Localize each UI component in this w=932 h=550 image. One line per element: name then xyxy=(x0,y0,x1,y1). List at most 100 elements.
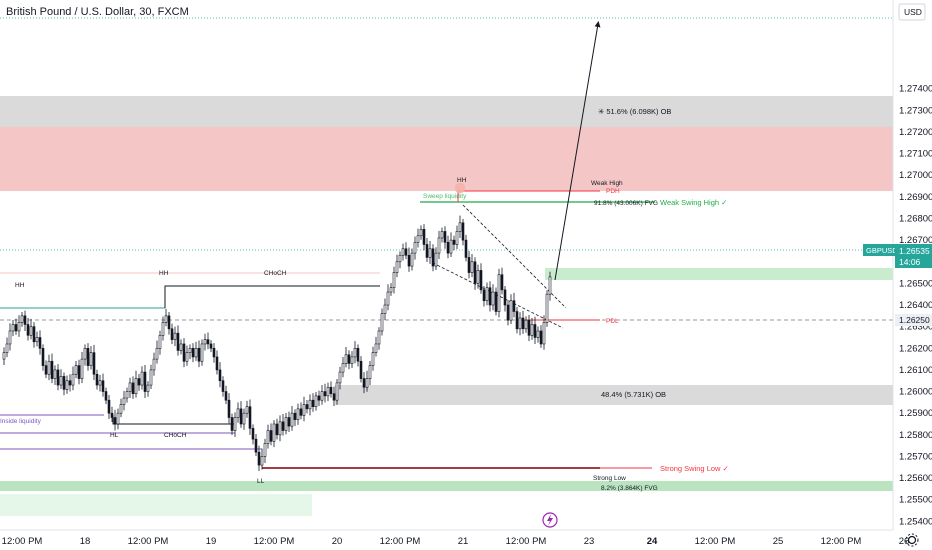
y-tick-label: 1.27400 xyxy=(899,84,932,95)
candle-body xyxy=(299,408,303,416)
candle-body xyxy=(8,330,12,345)
candle-body xyxy=(146,384,150,392)
candle-body xyxy=(86,347,90,366)
candle-body xyxy=(392,272,396,289)
y-tick-label: 1.26200 xyxy=(899,343,932,354)
candle-body xyxy=(341,363,345,373)
candle-body xyxy=(296,408,300,420)
candle-body xyxy=(44,365,48,375)
currency-button[interactable]: USD xyxy=(898,3,926,21)
x-tick-label: 12:00 PM xyxy=(506,536,547,547)
x-tick-label: 25 xyxy=(773,536,784,547)
candle-body xyxy=(491,291,495,306)
candle-body xyxy=(185,352,189,362)
candle-body xyxy=(482,289,486,301)
candle-body xyxy=(428,248,432,258)
currency-label: USD xyxy=(904,7,922,17)
candle-body xyxy=(254,438,258,453)
candle-body xyxy=(533,324,537,338)
ob-top-star-icon: ✳ xyxy=(598,107,606,116)
candle-body xyxy=(176,332,180,351)
candle-body xyxy=(527,319,531,336)
y-tick-label: 1.27100 xyxy=(899,149,932,160)
candle-body xyxy=(131,382,135,395)
candle-body xyxy=(488,287,492,306)
hh-label-3: HH xyxy=(457,177,467,184)
candle-body xyxy=(530,324,534,336)
candle-body xyxy=(401,248,405,256)
candle-body xyxy=(290,412,294,427)
sweep-marker xyxy=(455,183,465,193)
candle-body xyxy=(74,365,78,375)
weak-swing-high-label: Weak Swing High ✓ xyxy=(660,198,727,207)
candle-body xyxy=(215,356,219,371)
candle-body xyxy=(410,252,414,267)
candle-body xyxy=(47,360,51,375)
candle-body xyxy=(350,356,354,364)
candle-body xyxy=(179,343,183,351)
x-tick-label: 12:00 PM xyxy=(128,536,169,547)
lightning-icon[interactable] xyxy=(542,512,558,528)
candle-body xyxy=(77,365,81,379)
candle-body xyxy=(89,352,93,366)
ob-top-label: ✳ 51.6% (6.098K) OB xyxy=(598,107,671,116)
price-tag-2: 1.26250 xyxy=(895,314,932,326)
candle-body xyxy=(23,315,27,325)
candle-body xyxy=(356,347,360,362)
candle-body xyxy=(377,330,381,345)
x-tick-label: 19 xyxy=(206,536,217,547)
y-tick-label: 1.25900 xyxy=(899,408,932,419)
candle-body xyxy=(326,386,330,397)
candle-body xyxy=(371,352,375,366)
candle-body xyxy=(455,231,459,245)
candle-body xyxy=(461,222,465,241)
candle-body xyxy=(188,347,192,353)
y-tick-label: 1.25700 xyxy=(899,451,932,462)
candle-body xyxy=(329,386,333,395)
candle-body xyxy=(125,391,129,399)
candle-body xyxy=(137,378,141,386)
y-tick-label: 1.25500 xyxy=(899,495,932,506)
candle-body xyxy=(317,395,321,401)
candle-body xyxy=(494,291,498,312)
x-tick-label: 12:00 PM xyxy=(695,536,736,547)
candle-body xyxy=(470,261,474,273)
candle-body xyxy=(233,417,237,431)
x-tick-label: 23 xyxy=(584,536,595,547)
choch-bottom-label: CHoCH xyxy=(164,432,187,439)
y-tick-label: 1.26900 xyxy=(899,192,932,203)
candle-body xyxy=(344,354,348,364)
candle-body xyxy=(257,451,261,466)
x-tick-label: 26 xyxy=(899,536,910,547)
candle-body xyxy=(2,352,6,360)
candle-body xyxy=(17,322,21,332)
strong-swing-low-label: Strong Swing Low ✓ xyxy=(660,464,729,473)
candle-body xyxy=(281,421,285,431)
candle-body xyxy=(284,417,288,431)
candle-body xyxy=(149,369,153,386)
candles-group xyxy=(2,215,552,471)
candle-body xyxy=(305,404,309,410)
pdh-label: PDH xyxy=(606,188,620,195)
gear-icon[interactable] xyxy=(905,533,919,547)
candle-body xyxy=(203,339,207,345)
candle-body xyxy=(182,343,186,362)
sweep-liquidity-label: Sweep liquidity xyxy=(423,193,467,200)
candle-body xyxy=(485,287,489,301)
candle-body xyxy=(194,347,198,358)
y-tick-label: 1.26500 xyxy=(899,278,932,289)
candle-body xyxy=(26,324,30,336)
candle-body xyxy=(464,239,468,258)
candle-body xyxy=(425,244,429,258)
candle-body xyxy=(101,380,105,392)
candle-body xyxy=(278,421,282,436)
candle-body xyxy=(347,354,351,364)
candle-body xyxy=(38,337,42,349)
candle-body xyxy=(119,404,123,414)
inside-liquidity-label: Inside liquidity xyxy=(0,418,42,425)
candle-body xyxy=(314,395,318,407)
candle-body xyxy=(311,399,315,407)
strong-low-label: Strong Low xyxy=(593,475,626,482)
